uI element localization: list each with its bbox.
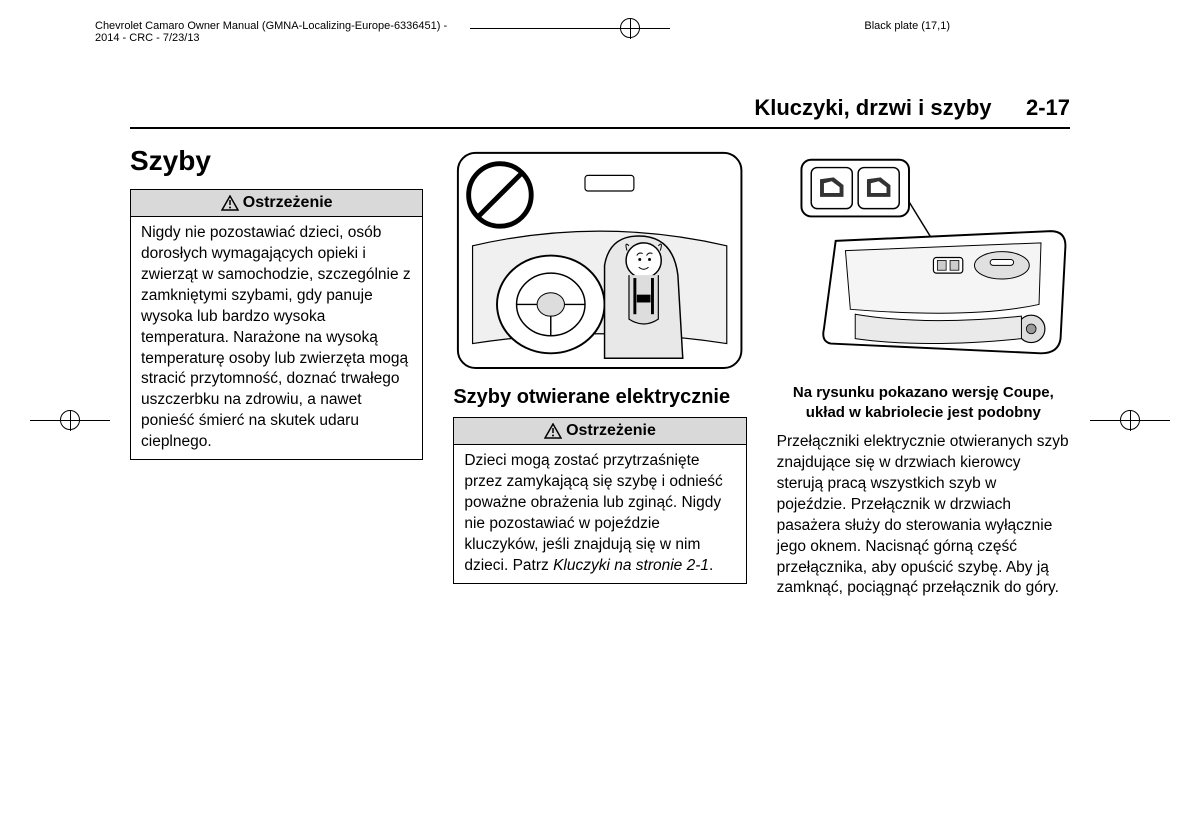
registration-mark [1120,410,1140,430]
warning-header: Ostrzeżenie [131,190,422,217]
crop-mark [1090,420,1120,421]
warning-label: Ostrzeżenie [566,422,656,439]
door-panel-illustration [777,148,1070,373]
crop-mark [1140,420,1170,421]
warning-triangle-icon [544,423,562,439]
warning-label: Ostrzeżenie [243,194,333,211]
warning-body: Dzieci mogą zostać przytrzaś­nięte przez… [454,445,745,583]
doc-meta-left: Chevrolet Camaro Owner Manual (GMNA-Loca… [95,20,615,44]
figure-caption: Na rysunku pokazano wersję Coupe, układ … [777,383,1070,422]
warning-triangle-icon [221,195,239,211]
body-paragraph: Przełączniki elektrycznie otwiera­nych s… [777,432,1070,599]
page-number: 2-17 [1026,95,1070,120]
warning-body: Nigdy nie pozostawiać dzieci, osób doros… [131,217,422,459]
illustration-door-switches [777,145,1070,375]
child-car-illustration [453,148,746,373]
cross-reference: Kluczyki na stronie 2-1 [553,557,709,574]
warning-header: Ostrzeżenie [454,418,745,445]
warning-box-1: Ostrzeżenie Nigdy nie pozostawiać dzieci… [130,189,423,460]
plate-label: Black plate (17,1) [864,20,950,32]
warning-text-part1: Dzieci mogą zostać przytrzaś­nięte przez… [464,452,722,574]
crop-mark [30,420,60,421]
column-1: Szyby Ostrzeżenie Nigdy nie pozostawiać … [130,145,423,607]
registration-mark [60,410,80,430]
illustration-child-in-car [453,145,746,375]
warning-text-part2: . [709,557,713,574]
content-columns: Szyby Ostrzeżenie Nigdy nie pozostawiać … [130,145,1070,607]
page-header: Kluczyki, drzwi i szyby 2-17 [130,95,1070,129]
main-heading: Szyby [130,145,423,177]
crop-mark [640,28,670,29]
registration-mark [620,18,640,38]
column-3: Na rysunku pokazano wersję Coupe, układ … [777,145,1070,607]
warning-box-2: Ostrzeżenie Dzieci mogą zostać przytrzaś… [453,417,746,584]
section-title: Kluczyki, drzwi i szyby [754,95,991,120]
column-2: Szyby otwierane elektrycznie Ostrzeżenie… [453,145,746,607]
sub-heading-power-windows: Szyby otwierane elektrycznie [453,385,746,409]
doc-meta-right: Black plate (17,1) [864,20,950,32]
crop-mark [80,420,110,421]
